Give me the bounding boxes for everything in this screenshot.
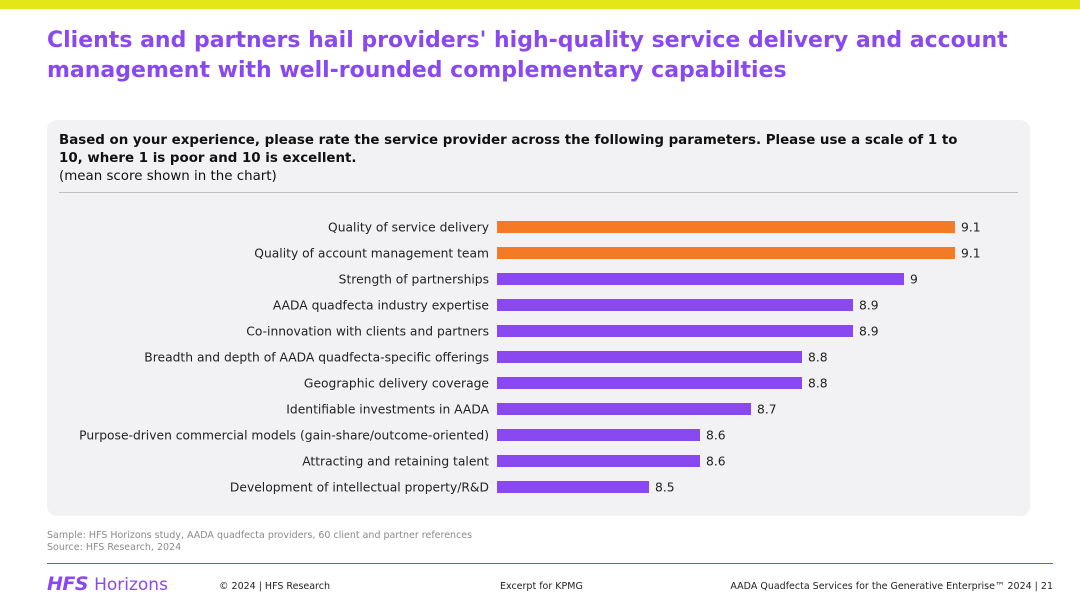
value-label: 8.5 xyxy=(655,481,675,495)
report-page-text: AADA Quadfecta Services for the Generati… xyxy=(730,581,1053,592)
bar xyxy=(497,455,700,467)
excerpt-text: Excerpt for KPMG xyxy=(500,581,583,592)
category-label: Quality of account management team xyxy=(254,247,489,261)
value-label: 8.8 xyxy=(808,377,828,391)
value-label: 8.9 xyxy=(859,325,879,339)
value-label: 9.1 xyxy=(961,221,981,235)
chart-panel xyxy=(47,120,1030,516)
bar xyxy=(497,403,751,415)
logo-horizons-text: Horizons xyxy=(94,575,168,595)
value-label: 8.7 xyxy=(757,403,777,417)
category-label: AADA quadfecta industry expertise xyxy=(273,299,489,313)
bar xyxy=(497,299,853,311)
value-label: 8.9 xyxy=(859,299,879,313)
category-label: Purpose-driven commercial models (gain-s… xyxy=(79,429,489,443)
value-label: 8.6 xyxy=(706,455,726,469)
survey-question: Based on your experience, please rate th… xyxy=(59,132,979,186)
bar xyxy=(497,429,700,441)
panel-divider xyxy=(59,192,1018,193)
category-label: Co-innovation with clients and partners xyxy=(246,325,489,339)
bar xyxy=(497,377,802,389)
copyright-text: © 2024 | HFS Research xyxy=(219,581,331,592)
footer-divider xyxy=(47,563,1053,564)
question-text: Based on your experience, please rate th… xyxy=(59,133,958,166)
value-label: 9 xyxy=(910,273,918,287)
value-label: 8.8 xyxy=(808,351,828,365)
page-title: Clients and partners hail providers' hig… xyxy=(47,28,1008,83)
sample-note: Sample: HFS Horizons study, AADA quadfec… xyxy=(47,530,473,541)
value-label: 9.1 xyxy=(961,247,981,261)
top-accent-bar xyxy=(0,0,1080,9)
question-note: (mean score shown in the chart) xyxy=(59,169,277,184)
bar xyxy=(497,221,955,233)
hfs-horizons-logo: HFS Horizons xyxy=(47,573,168,595)
logo-hfs-text: HFS xyxy=(47,573,89,595)
bar xyxy=(497,325,853,337)
bar xyxy=(497,273,904,285)
source-note: Source: HFS Research, 2024 xyxy=(47,542,182,553)
bar xyxy=(497,351,802,363)
category-label: Geographic delivery coverage xyxy=(304,377,489,391)
category-label: Strength of partnerships xyxy=(339,273,489,287)
bar xyxy=(497,247,955,259)
bar xyxy=(497,481,649,493)
category-label: Development of intellectual property/R&D xyxy=(230,481,489,495)
value-label: 8.6 xyxy=(706,429,726,443)
category-label: Identifiable investments in AADA xyxy=(286,403,489,417)
category-label: Quality of service delivery xyxy=(328,221,489,235)
category-label: Breadth and depth of AADA quadfecta-spec… xyxy=(144,351,489,365)
category-label: Attracting and retaining talent xyxy=(302,455,489,469)
